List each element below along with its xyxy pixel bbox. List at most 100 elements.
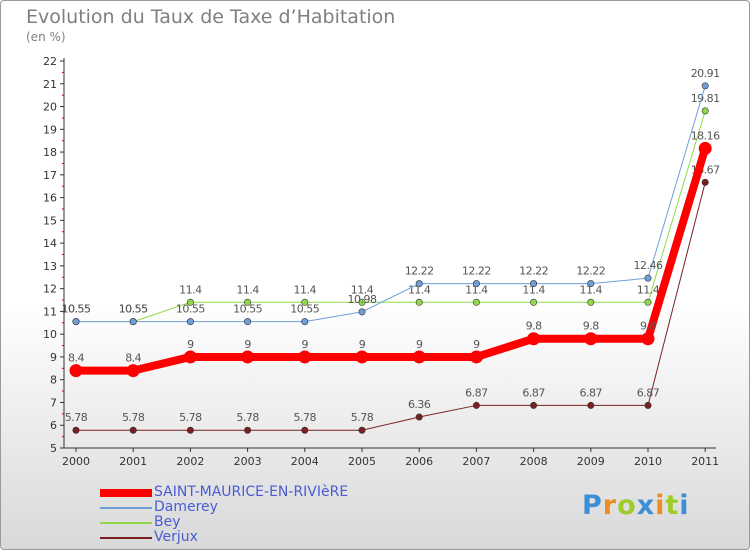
y-tick-label: 17	[43, 169, 57, 182]
data-label: 9.8	[526, 320, 542, 333]
data-label: 5.78	[236, 411, 259, 424]
data-label: 12.46	[634, 259, 663, 272]
y-tick-label: 20	[43, 101, 57, 114]
series-line-bey	[76, 110, 706, 323]
data-label: 12.22	[576, 265, 605, 278]
chart-subtitle: (en %)	[26, 30, 66, 44]
data-point	[129, 318, 137, 326]
legend-label: Verjux	[154, 529, 198, 545]
data-label: 10.98	[348, 293, 377, 306]
data-label: 6.87	[522, 386, 545, 399]
data-label: 12.22	[462, 265, 491, 278]
brand-letter: i	[655, 490, 666, 521]
brand-letter: o	[617, 490, 637, 521]
data-point	[472, 401, 480, 409]
data-point	[301, 298, 309, 306]
legend-label: Damerey	[154, 499, 218, 515]
data-label: 11.4	[637, 283, 660, 296]
y-tick-label: 21	[43, 78, 57, 91]
data-label: 5.78	[351, 411, 374, 424]
legend-item-verjux: Verjux	[100, 529, 400, 546]
data-point	[126, 364, 140, 378]
x-tick-label: 2010	[634, 455, 662, 468]
data-point	[72, 318, 80, 326]
data-label: 10.55	[119, 303, 148, 316]
data-label: 9.8	[640, 320, 656, 333]
data-point	[355, 350, 369, 364]
brand-letter: r	[602, 490, 618, 521]
data-label: 11.4	[580, 283, 603, 296]
y-tick-label: 11	[43, 305, 57, 318]
y-tick-label: 9	[50, 351, 57, 364]
data-point	[412, 350, 426, 364]
data-label: 6.87	[465, 386, 488, 399]
data-point	[415, 298, 423, 306]
data-point	[69, 364, 83, 378]
data-point	[587, 298, 595, 306]
x-tick-label: 2008	[520, 455, 548, 468]
y-tick-label: 19	[43, 123, 57, 136]
x-tick-label: 2007	[462, 455, 490, 468]
legend: SAINT-MAURICE-EN-RIVIèRE Damerey Bey Verjux	[100, 484, 400, 546]
data-label: 18.16	[691, 129, 720, 142]
data-point	[186, 298, 194, 306]
data-label: 5.78	[122, 411, 145, 424]
data-label: 11.4	[236, 283, 259, 296]
y-tick-label: 6	[50, 419, 57, 432]
data-label: 10.55	[176, 303, 205, 316]
legend-swatch	[100, 537, 152, 539]
data-point	[530, 401, 538, 409]
x-tick-label: 2009	[577, 455, 605, 468]
data-label: 11.4	[179, 283, 202, 296]
data-point	[701, 82, 709, 90]
data-label: 9	[187, 338, 194, 351]
data-point	[186, 318, 194, 326]
y-tick-label: 7	[50, 396, 57, 409]
data-point	[244, 298, 252, 306]
x-tick-label: 2006	[405, 455, 433, 468]
data-point	[472, 298, 480, 306]
y-tick-label: 13	[43, 260, 57, 273]
legend-swatch	[100, 522, 152, 524]
x-tick-label: 2002	[176, 455, 204, 468]
data-label: 9.8	[583, 320, 599, 333]
series-line-verjux	[76, 182, 706, 431]
data-point	[644, 401, 652, 409]
x-tick-label: 2003	[234, 455, 262, 468]
data-label: 9	[416, 338, 423, 351]
legend-swatch	[100, 507, 152, 509]
brand-letter: t	[665, 490, 680, 521]
data-point	[701, 107, 709, 115]
y-tick-label: 5	[50, 442, 57, 455]
data-point	[241, 350, 255, 364]
legend-label: SAINT-MAURICE-EN-RIVIèRE	[154, 484, 349, 500]
y-tick-label: 22	[43, 55, 57, 68]
x-tick-label: 2004	[291, 455, 319, 468]
data-point	[527, 332, 541, 346]
data-label: 11.4	[465, 283, 488, 296]
brand-logo: Proxiti	[582, 490, 690, 521]
data-point	[415, 413, 423, 421]
data-point	[469, 350, 483, 364]
data-point	[415, 280, 423, 288]
data-point	[530, 280, 538, 288]
x-tick-label: 2001	[119, 455, 147, 468]
data-label: 6.87	[637, 386, 660, 399]
data-point	[530, 298, 538, 306]
data-point	[584, 332, 598, 346]
legend-item-bey: Bey	[100, 514, 400, 531]
data-point	[358, 298, 366, 306]
y-tick-label: 10	[43, 328, 57, 341]
legend-item-saint-maurice-en-rivi-re: SAINT-MAURICE-EN-RIVIèRE	[100, 484, 400, 501]
y-tick-label: 15	[43, 214, 57, 227]
brand-letter: x	[636, 490, 656, 521]
data-label: 10.55	[62, 303, 91, 316]
data-point	[72, 426, 80, 434]
data-label: 12.22	[405, 265, 434, 278]
data-point	[358, 308, 366, 316]
data-point	[183, 350, 197, 364]
data-label: 8.4	[68, 352, 84, 365]
data-label: 11.4	[351, 283, 374, 296]
